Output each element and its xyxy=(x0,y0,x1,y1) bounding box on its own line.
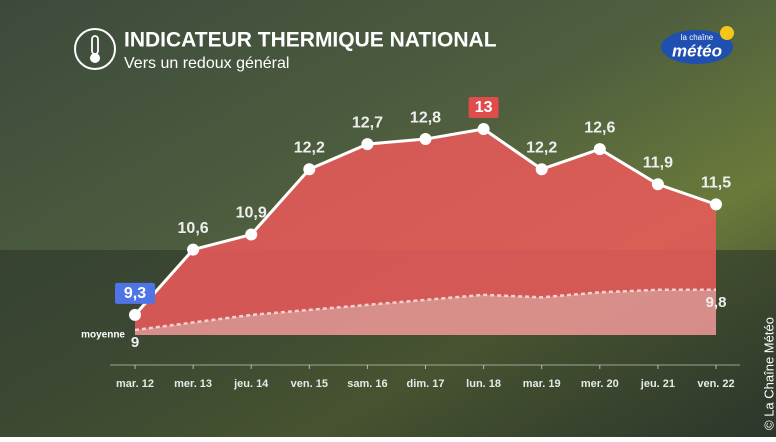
x-tick-label: jeu. 21 xyxy=(640,378,675,390)
value-label: 12,2 xyxy=(526,139,557,156)
point xyxy=(245,228,258,241)
average-line xyxy=(134,288,716,332)
point xyxy=(361,138,374,151)
point xyxy=(303,163,316,176)
point xyxy=(535,163,548,176)
value-label: 12,7 xyxy=(352,114,383,131)
value-label: 11,5 xyxy=(701,175,731,192)
value-label-box xyxy=(468,97,499,118)
value-label: 12,6 xyxy=(584,119,615,136)
x-tick-label: mar. 12 xyxy=(116,378,154,390)
value-label: 10,6 xyxy=(178,220,209,237)
logo-top: la chaîne xyxy=(681,33,714,42)
value-label: 11,9 xyxy=(643,154,673,171)
x-tick-label: jeu. 14 xyxy=(233,378,269,390)
value-label-box xyxy=(115,282,155,304)
x-tick-label: mer. 13 xyxy=(174,378,212,390)
x-tick-label: lun. 18 xyxy=(466,378,501,390)
credit: © La Chaîne Météo xyxy=(761,317,776,430)
value-label: 12,8 xyxy=(410,109,441,126)
average-value-label: 9 xyxy=(131,334,139,351)
chart-subtitle: Vers un redoux général xyxy=(124,55,289,72)
point xyxy=(477,123,490,135)
thermometer-icon xyxy=(74,28,116,70)
value-label: 13 xyxy=(475,99,493,116)
x-tick-label: dim. 17 xyxy=(407,378,445,390)
point xyxy=(593,143,606,156)
point xyxy=(129,308,141,321)
x-tick-label: ven. 15 xyxy=(291,378,328,390)
point xyxy=(187,243,200,256)
average-value-label: 9,8 xyxy=(706,294,727,311)
value-label: 10,9 xyxy=(236,205,267,222)
chart-title: INDICATEUR THERMIQUE NATIONAL xyxy=(124,29,497,52)
point xyxy=(419,133,432,146)
x-tick-label: mer. 20 xyxy=(581,378,619,390)
area xyxy=(135,129,716,330)
x-tick-label: ven. 22 xyxy=(697,378,734,390)
area-below-average xyxy=(135,289,716,335)
value-label: 9,3 xyxy=(124,285,146,302)
x-tick-label: sam. 16 xyxy=(347,378,387,390)
logo: la chaîne météo xyxy=(661,26,734,64)
point xyxy=(710,198,722,211)
point xyxy=(651,178,664,191)
logo-main: météo xyxy=(672,41,722,60)
x-tick-label: mar. 19 xyxy=(523,378,561,390)
average-name: moyenne xyxy=(81,330,125,341)
value-label: 12,2 xyxy=(294,139,325,156)
